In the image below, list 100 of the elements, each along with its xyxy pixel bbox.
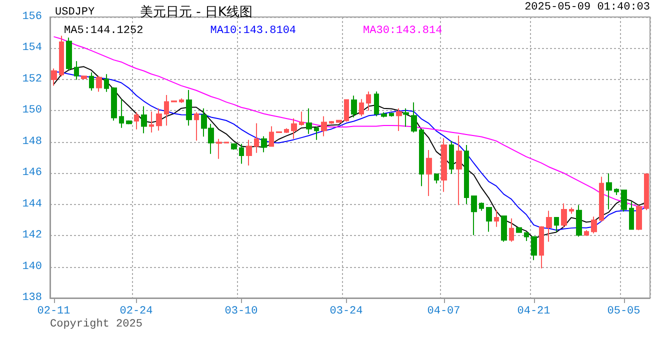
candlestick xyxy=(269,126,274,148)
candlestick xyxy=(171,100,177,103)
text: Copyright 2025 xyxy=(50,318,142,330)
candlestick xyxy=(561,202,567,228)
candlestick xyxy=(411,102,417,134)
candlestick xyxy=(299,111,304,126)
candlestick xyxy=(246,139,252,166)
candlestick xyxy=(104,74,109,92)
y-tick-label: 142 xyxy=(22,230,42,242)
candlestick xyxy=(111,86,117,122)
candlestick xyxy=(486,206,492,232)
x-tick-label: 03-24 xyxy=(330,306,364,318)
candlestick xyxy=(284,128,289,134)
candlestick xyxy=(344,99,349,122)
candlestick xyxy=(186,90,192,126)
candlestick xyxy=(554,216,559,232)
candlestick xyxy=(66,37,72,71)
y-tick-label: 156 xyxy=(22,11,42,23)
text: 2025-05-09 01:40:03 xyxy=(524,2,650,14)
candlestick xyxy=(164,94,169,126)
y-tick-label: 148 xyxy=(22,136,42,148)
candlestick xyxy=(434,174,439,184)
candlestick xyxy=(621,190,627,212)
y-tick-label: 154 xyxy=(22,42,42,54)
y-tick-label: 150 xyxy=(22,104,42,117)
candlestick xyxy=(336,120,342,124)
candlestick xyxy=(606,172,612,210)
chart-title: 美元日元 - 日K线图 xyxy=(140,4,252,20)
candlestick xyxy=(456,135,462,206)
text: MA10:143.8104 xyxy=(210,25,296,37)
candlestick xyxy=(51,68,57,86)
candlestick xyxy=(224,141,229,144)
candlestick xyxy=(576,204,582,238)
candlestick xyxy=(119,98,124,128)
candlestick xyxy=(81,75,87,80)
candlestick xyxy=(314,126,319,140)
candlestick xyxy=(396,108,402,132)
candlestick xyxy=(216,138,222,160)
candlestick xyxy=(156,108,162,132)
candlestick xyxy=(351,95,357,118)
x-tick-label: 03-10 xyxy=(224,306,258,318)
candlestick xyxy=(141,106,147,134)
y-tick-label: 144 xyxy=(22,198,42,210)
candlestick xyxy=(531,236,537,261)
candlestick xyxy=(591,216,597,234)
x-tick-label: 05-05 xyxy=(607,306,640,318)
candlestick xyxy=(134,112,139,130)
candlestick xyxy=(494,210,499,228)
candlestick xyxy=(359,98,364,117)
x-tick-label: 04-07 xyxy=(427,306,460,318)
candlestick xyxy=(194,112,199,142)
candlestick xyxy=(479,202,484,212)
candlestick xyxy=(374,90,379,117)
candlestick xyxy=(389,112,394,118)
candlestick xyxy=(614,188,619,196)
candlestick xyxy=(636,204,642,231)
text: MA30:143.814 xyxy=(363,25,443,37)
candlestick xyxy=(179,98,184,104)
y-tick-label: 146 xyxy=(22,167,42,180)
candlestick xyxy=(509,218,514,242)
candlestick xyxy=(516,227,522,233)
candlestick xyxy=(501,216,507,242)
candlestick xyxy=(569,206,574,214)
candlestick xyxy=(629,201,634,230)
candlestick xyxy=(419,130,424,187)
candlestick xyxy=(539,226,544,269)
y-tick-label: 138 xyxy=(22,292,42,304)
candlestick xyxy=(59,35,64,77)
x-tick-label: 02-11 xyxy=(37,306,71,318)
y-tick-label: 152 xyxy=(22,73,42,86)
chart-subtitle: USDJPY xyxy=(55,6,96,18)
candlestick xyxy=(599,176,604,222)
candlestick xyxy=(644,174,649,211)
candlestick xyxy=(306,108,312,134)
candlestick xyxy=(261,136,267,153)
candlestick xyxy=(426,150,432,197)
candlestick xyxy=(403,108,409,128)
y-tick-label: 140 xyxy=(22,260,42,273)
text: MA5:144.1252 xyxy=(64,25,144,37)
candlestick xyxy=(74,60,79,80)
candlestick xyxy=(366,90,371,112)
candlestick xyxy=(239,143,244,164)
candlestick xyxy=(584,230,589,236)
candlestick xyxy=(254,122,259,154)
candlestick xyxy=(126,120,132,125)
candlestick xyxy=(441,138,447,192)
candlestick xyxy=(329,120,334,124)
candlestick xyxy=(471,196,477,236)
candlestick xyxy=(464,144,469,205)
candlestick xyxy=(149,111,154,134)
candlestick xyxy=(524,232,529,242)
candlestick xyxy=(231,142,237,150)
candlestick xyxy=(96,75,102,92)
candlestick xyxy=(291,118,297,140)
candlestick xyxy=(546,210,552,242)
candlestick xyxy=(89,72,94,92)
x-tick-label: 02-24 xyxy=(120,306,154,318)
candlestick xyxy=(449,140,454,175)
x-tick-label: 04-21 xyxy=(517,306,551,318)
line-series xyxy=(53,36,647,208)
